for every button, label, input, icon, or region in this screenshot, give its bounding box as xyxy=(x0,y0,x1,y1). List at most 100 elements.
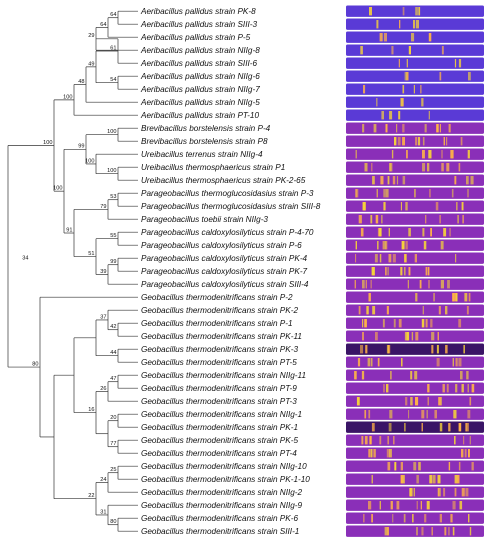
gel-band xyxy=(425,267,428,276)
gel-band xyxy=(422,163,425,172)
gel-band xyxy=(364,163,368,172)
gel-band xyxy=(408,267,411,276)
gel-band xyxy=(428,150,432,159)
gel-band xyxy=(429,189,431,198)
gel-lane xyxy=(346,525,484,537)
gel-band xyxy=(466,306,469,315)
gel-band xyxy=(414,189,416,198)
gel-band xyxy=(448,423,451,432)
gel-lane xyxy=(346,447,484,459)
bootstrap-value: 55 xyxy=(110,233,116,239)
gel-band xyxy=(450,150,453,159)
gel-band xyxy=(469,397,472,406)
leaf-label: Geobacillus thermodenitrificans strain N… xyxy=(141,410,302,419)
gel-lane xyxy=(346,460,484,472)
gel-band xyxy=(419,280,422,289)
gel-band xyxy=(383,384,385,393)
leaf-label: Geobacillus thermodenitrificans strain P… xyxy=(141,358,297,367)
gel-band xyxy=(360,345,364,354)
gel-band xyxy=(385,189,389,198)
gel-band xyxy=(371,163,373,172)
gel-band xyxy=(402,176,406,185)
bootstrap-value: 16 xyxy=(88,407,94,413)
bootstrap-value: 100 xyxy=(107,168,116,174)
gel-lane xyxy=(346,512,484,524)
gel-band xyxy=(415,332,419,341)
leaf-label: Geobacillus thermodenitrificans strain P… xyxy=(141,293,293,302)
leaf-labels: Aeribacillus pallidus strain PK-8 Aeribac… xyxy=(140,7,321,536)
gel-band xyxy=(379,436,382,445)
gel-band xyxy=(421,319,425,328)
gel-band xyxy=(390,501,393,510)
gel-band xyxy=(370,215,373,224)
gel-band xyxy=(391,150,394,159)
gel-lane-background xyxy=(346,343,484,355)
gel-band xyxy=(399,20,401,29)
leaf-label: Geobacillus thermodenitrificans strain P… xyxy=(141,345,298,354)
gel-band xyxy=(454,59,457,68)
gel-band xyxy=(374,254,378,263)
gel-band xyxy=(362,280,365,289)
gel-band xyxy=(441,163,444,172)
gel-band xyxy=(394,137,397,146)
gel-band xyxy=(391,46,394,55)
gel-band xyxy=(386,345,388,354)
gel-band xyxy=(363,85,366,94)
leaf-label: Aeribacillus pallidus strain PT-10 xyxy=(140,111,259,120)
gel-band xyxy=(389,163,392,172)
gel-band xyxy=(462,215,464,224)
gel-band xyxy=(362,332,364,341)
gel-band xyxy=(427,384,430,393)
gel-band xyxy=(457,215,459,224)
gel-band xyxy=(354,371,356,380)
gel-band xyxy=(453,293,457,302)
gel-lane xyxy=(346,187,484,199)
bootstrap-value: 99 xyxy=(110,259,116,265)
gel-band xyxy=(415,397,419,406)
leaf-label: Geobacillus thermodenitrificans strain S… xyxy=(141,527,299,536)
bootstrap-value: 26 xyxy=(100,386,106,392)
leaf-label: Aeribacillus pallidus strain NIIg-6 xyxy=(140,72,260,81)
gel-band xyxy=(383,33,387,42)
leaf-label: Parageobacillus toebii strain NIIg-3 xyxy=(141,215,268,224)
gel-band xyxy=(466,423,469,432)
gel-band xyxy=(414,371,418,380)
gel-band xyxy=(398,319,402,328)
bootstrap-value: 47 xyxy=(110,376,116,382)
gel-band xyxy=(405,397,408,406)
gel-band xyxy=(381,215,383,224)
gel-band xyxy=(370,280,372,289)
gel-band xyxy=(413,20,415,29)
gel-lane xyxy=(346,356,484,368)
gel-band xyxy=(394,462,397,471)
gel-band xyxy=(372,306,376,315)
gel-lane xyxy=(346,31,484,43)
gel-band xyxy=(438,397,441,406)
gel-lane xyxy=(346,369,484,381)
gel-band xyxy=(423,241,427,250)
gel-band xyxy=(418,462,421,471)
gel-band xyxy=(389,449,392,458)
gel-band xyxy=(428,33,432,42)
leaf-label: Geobacillus thermodenitrificans strain N… xyxy=(141,371,306,380)
gel-band xyxy=(368,501,372,510)
gel-lane xyxy=(346,161,484,173)
tree-branches xyxy=(7,10,138,532)
gel-band xyxy=(424,124,427,133)
gel-band xyxy=(383,202,386,211)
gel-band xyxy=(361,371,365,380)
gel-band xyxy=(404,72,408,81)
bootstrap-value: 54 xyxy=(110,77,116,83)
gel-band xyxy=(458,319,462,328)
gel-lane-background xyxy=(346,356,484,368)
leaf-label: Geobacillus thermodenitrificans strain N… xyxy=(141,488,303,497)
gel-band xyxy=(448,527,450,536)
gel-band xyxy=(376,215,379,224)
gel-band xyxy=(367,358,371,367)
gel-lane-background xyxy=(346,200,484,212)
gel-band xyxy=(397,137,401,146)
gel-band xyxy=(385,241,388,250)
gel-band xyxy=(383,241,387,250)
gel-band xyxy=(413,488,415,497)
gel-band xyxy=(437,488,440,497)
